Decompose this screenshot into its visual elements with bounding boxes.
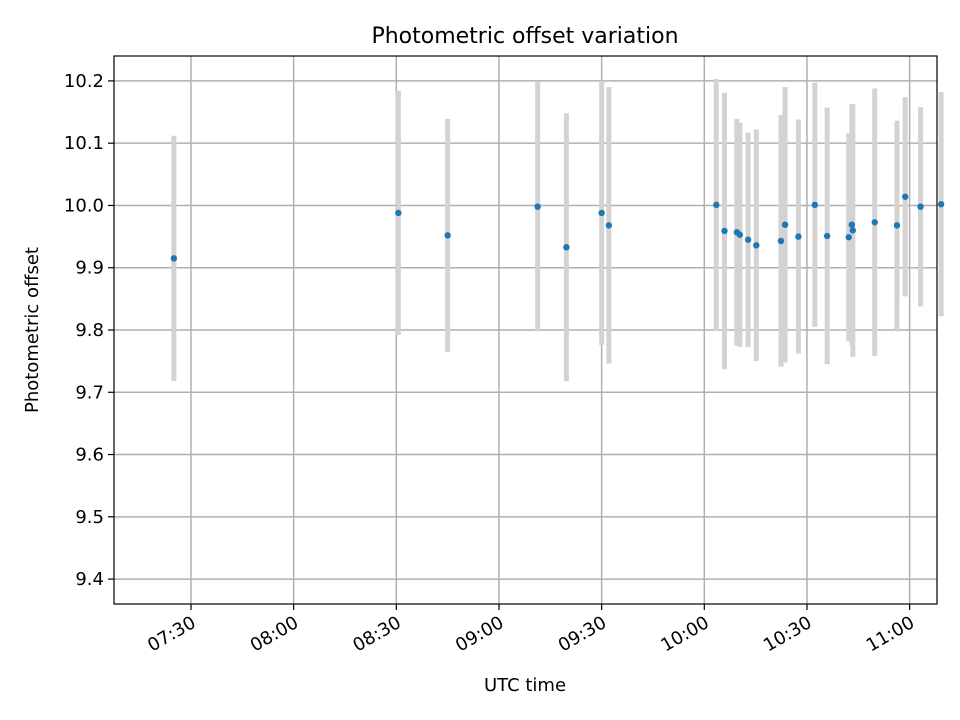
data-point bbox=[811, 201, 819, 209]
data-point bbox=[744, 236, 752, 243]
axis-ticks: 07:30 08:00 08:30 09:00 09:30 10:00 10:30 11:00… bbox=[64, 71, 918, 656]
data-point bbox=[534, 203, 541, 210]
y-tick-label: 9.9 bbox=[75, 258, 104, 279]
data-points bbox=[170, 193, 945, 262]
y-tick-label: 9.6 bbox=[75, 445, 104, 466]
x-tick-label: 10:30 bbox=[760, 612, 815, 656]
data-point bbox=[736, 231, 744, 238]
data-point bbox=[721, 227, 728, 235]
data-point bbox=[395, 209, 402, 217]
data-point bbox=[563, 243, 570, 251]
data-point bbox=[781, 221, 789, 228]
data-point bbox=[170, 255, 178, 262]
data-point bbox=[893, 222, 901, 229]
y-tick-label: 9.5 bbox=[75, 507, 104, 528]
data-point bbox=[871, 219, 878, 226]
x-tick-label: 11:00 bbox=[863, 612, 918, 656]
y-tick-label: 10.1 bbox=[64, 133, 104, 154]
data-point bbox=[598, 209, 605, 217]
x-tick-label: 08:30 bbox=[349, 612, 404, 656]
data-point bbox=[917, 203, 924, 210]
data-point bbox=[605, 222, 613, 229]
x-tick-label: 08:00 bbox=[247, 612, 302, 656]
y-axis-label: Photometric offset bbox=[22, 247, 43, 413]
data-point bbox=[777, 237, 785, 245]
data-point bbox=[713, 201, 720, 209]
x-tick-label: 09:30 bbox=[555, 612, 610, 656]
data-point bbox=[901, 193, 909, 200]
data-point bbox=[795, 233, 802, 240]
y-tick-label: 10.0 bbox=[64, 195, 104, 216]
data-point bbox=[849, 227, 857, 234]
x-tick-label: 09:00 bbox=[452, 612, 507, 656]
x-tick-label: 07:30 bbox=[144, 612, 199, 656]
y-tick-label: 9.8 bbox=[75, 320, 104, 341]
chart-title: Photometric offset variation bbox=[371, 24, 678, 49]
data-point bbox=[444, 232, 451, 239]
data-point bbox=[845, 234, 852, 241]
y-tick-label: 10.2 bbox=[64, 71, 104, 92]
x-axis-label: UTC time bbox=[484, 675, 566, 696]
y-tick-label: 9.4 bbox=[75, 569, 104, 590]
y-tick-label: 9.7 bbox=[75, 382, 104, 403]
x-tick-label: 10:00 bbox=[657, 612, 712, 656]
data-point bbox=[848, 221, 855, 228]
data-point bbox=[753, 242, 760, 249]
data-point bbox=[823, 232, 831, 240]
data-point bbox=[937, 201, 945, 208]
